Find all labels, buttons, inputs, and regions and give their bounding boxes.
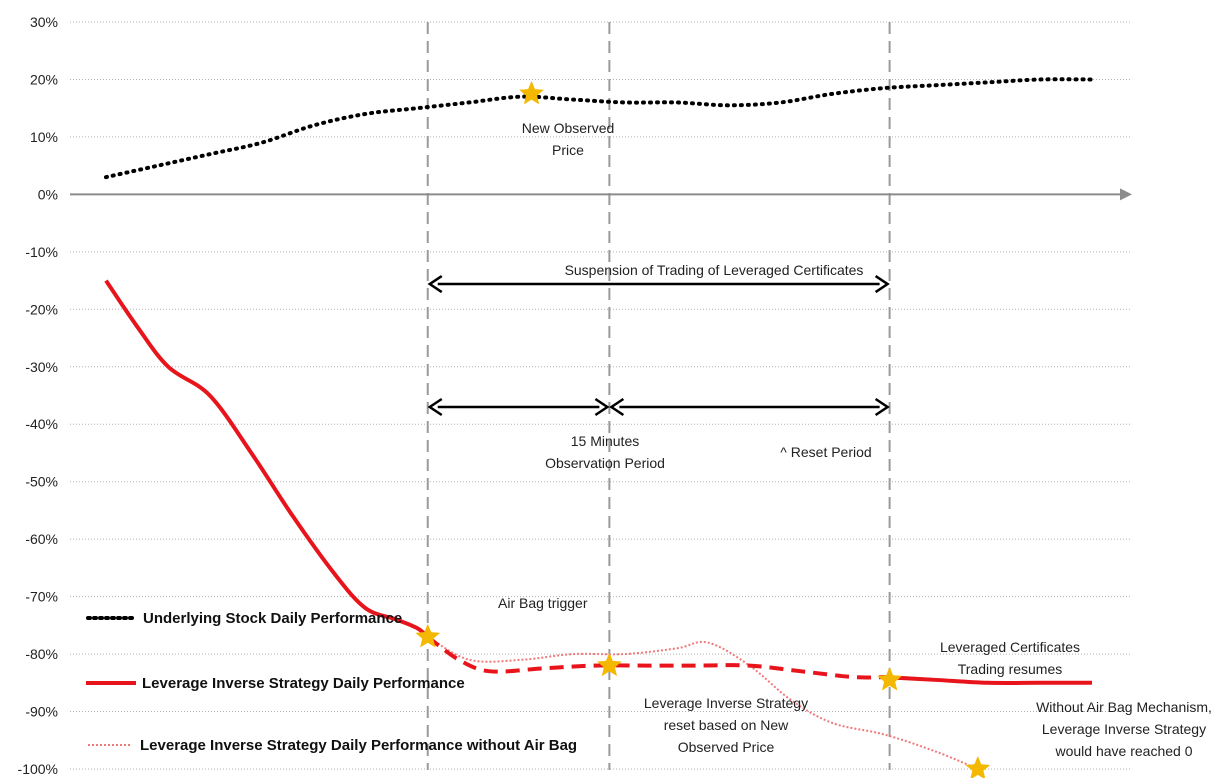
- annot-without-airbag-2: Leverage Inverse Strategy: [1042, 721, 1206, 737]
- suspension-arrow-head-right: [874, 274, 890, 294]
- period-arrows: [427, 274, 890, 417]
- star-markers: [415, 80, 991, 778]
- y-tick-label: 10%: [30, 129, 58, 145]
- annot-reset-based-3: Observed Price: [678, 739, 775, 755]
- y-tick-label: -70%: [25, 589, 58, 605]
- annot-reset-based-2: reset based on New: [664, 717, 789, 733]
- annot-trading-resumes-1: Leveraged Certificates: [940, 639, 1080, 655]
- annot-without-airbag-3: would have reached 0: [1055, 743, 1193, 759]
- grid-lines: [70, 21, 1132, 770]
- annotations: New Observed Price Suspension of Trading…: [498, 120, 1212, 759]
- annot-trading-resumes-2: Trading resumes: [958, 661, 1063, 677]
- annot-observation-2: Observation Period: [545, 455, 665, 471]
- series-layer: [104, 77, 1094, 770]
- x-axis-arrowhead: [1120, 188, 1132, 201]
- annot-new-observed-1: New Observed: [522, 120, 615, 136]
- y-tick-label: -30%: [25, 359, 58, 375]
- legend-label-leverage: Leverage Inverse Strategy Daily Performa…: [142, 675, 465, 692]
- vertical-marker-lines: [426, 22, 891, 770]
- y-tick-label: -80%: [25, 646, 58, 662]
- suspension-arrow-head-left: [427, 274, 443, 294]
- x-axis: [70, 188, 1132, 201]
- annot-suspension: Suspension of Trading of Leveraged Certi…: [565, 262, 864, 278]
- series-line-leverage-solid-2: [884, 675, 1092, 686]
- legend: Underlying Stock Daily Performance Lever…: [86, 610, 577, 754]
- reached-zero-star: [965, 756, 991, 778]
- y-tick-label: -20%: [25, 301, 58, 317]
- annot-observation-1: 15 Minutes: [571, 433, 639, 449]
- annot-reset-period: ^ Reset Period: [780, 444, 871, 460]
- series-line-leverage-solid: [104, 279, 430, 639]
- observation-arrow-head-right: [594, 397, 610, 417]
- annot-without-airbag-1: Without Air Bag Mechanism,: [1036, 699, 1212, 715]
- y-tick-label: -90%: [25, 704, 58, 720]
- y-tick-label: -40%: [25, 416, 58, 432]
- annot-reset-based-1: Leverage Inverse Strategy: [644, 695, 808, 711]
- annot-air-bag-trigger: Air Bag trigger: [498, 595, 588, 611]
- legend-label-without-airbag: Leverage Inverse Strategy Daily Performa…: [140, 737, 577, 754]
- legend-label-underlying: Underlying Stock Daily Performance: [143, 610, 402, 627]
- y-axis-ticks: 30% 20% 10% 0% -10% -20% -30% -40% -50% -60% -70% -…: [18, 14, 58, 777]
- y-tick-label: -100%: [18, 761, 58, 777]
- y-tick-label: 30%: [30, 14, 58, 30]
- new-observed-price-star: [519, 80, 544, 105]
- reset-arrow-head-left: [609, 397, 625, 417]
- observation-arrow-head-left: [427, 397, 443, 417]
- series-line-leverage-dashed: [426, 635, 885, 680]
- annot-new-observed-2: Price: [552, 142, 584, 158]
- reset-arrow-head-right: [874, 397, 890, 417]
- y-tick-label: -60%: [25, 531, 58, 547]
- y-tick-label: 0%: [38, 186, 58, 202]
- series-line-without-airbag: [427, 635, 979, 770]
- y-tick-label: -50%: [25, 474, 58, 490]
- y-tick-label: -10%: [25, 244, 58, 260]
- trading-resumes-star: [877, 666, 902, 691]
- air-bag-trigger-star: [415, 623, 441, 648]
- y-tick-label: 20%: [30, 71, 58, 87]
- reset-star: [597, 652, 622, 677]
